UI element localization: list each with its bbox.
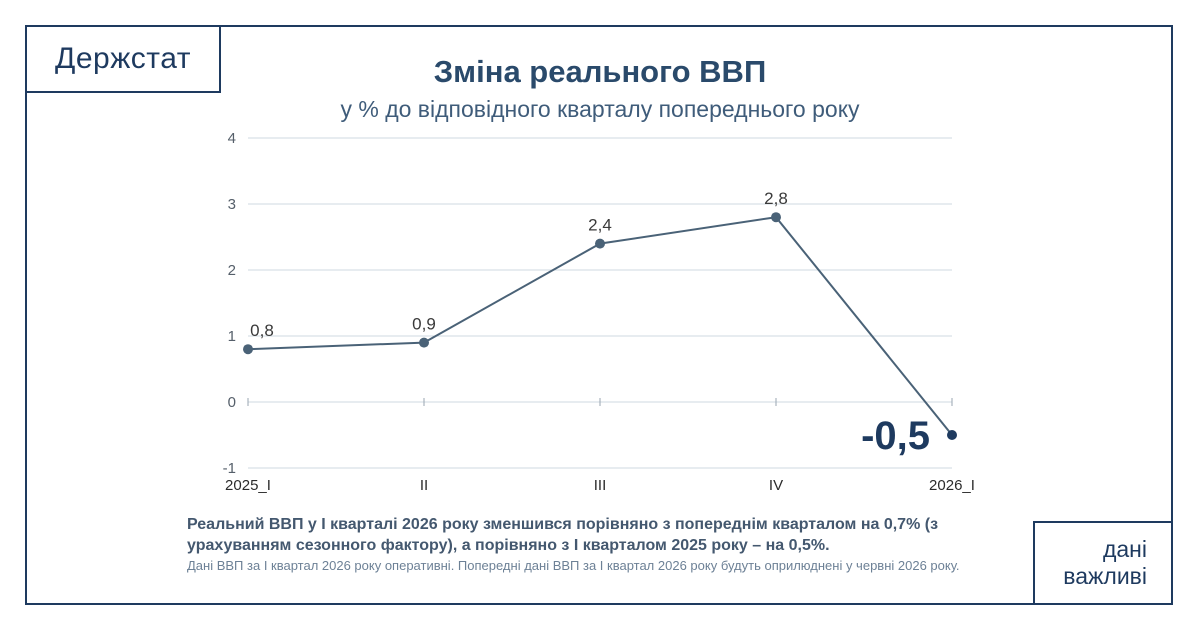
badge-line-2: важливі — [1063, 563, 1147, 589]
y-tick-label: 3 — [228, 196, 236, 213]
y-tick-label: 0 — [228, 394, 236, 411]
x-tick-label: IV — [769, 477, 783, 494]
x-tick-label: II — [420, 477, 428, 494]
chart-subtitle: у % до відповідного кварталу попередньог… — [340, 96, 860, 122]
y-tick-label: 2 — [228, 262, 236, 279]
data-point — [595, 238, 605, 249]
y-tick-label: -1 — [223, 460, 236, 477]
data-label: 0,8 — [250, 321, 274, 340]
badge-line-1: дані — [1102, 536, 1147, 562]
y-tick-label: 4 — [228, 130, 236, 147]
x-tick-label: III — [594, 477, 607, 494]
data-point — [243, 344, 253, 355]
chart-title: Зміна реального ВВП — [433, 54, 767, 89]
footnote: Дані ВВП за І квартал 2026 року оператив… — [187, 558, 960, 573]
data-label: 2,4 — [588, 216, 612, 235]
x-tick-label: 2025_I — [225, 477, 271, 494]
data-point — [771, 212, 781, 223]
data-label: -0,5 — [861, 414, 930, 458]
x-tick-label: 2026_I — [929, 477, 975, 494]
data-point — [419, 337, 429, 348]
summary-note: Реальний ВВП у І кварталі 2026 року змен… — [187, 516, 939, 554]
badge: дані важливі — [1033, 521, 1173, 605]
y-tick-label: 1 — [228, 328, 236, 345]
logo-text: Держстат — [55, 42, 191, 75]
data-point — [947, 430, 957, 440]
logo: Держстат — [25, 25, 221, 93]
data-label: 2,8 — [764, 189, 788, 208]
card-frame — [25, 25, 1173, 605]
data-label: 0,9 — [412, 315, 436, 334]
